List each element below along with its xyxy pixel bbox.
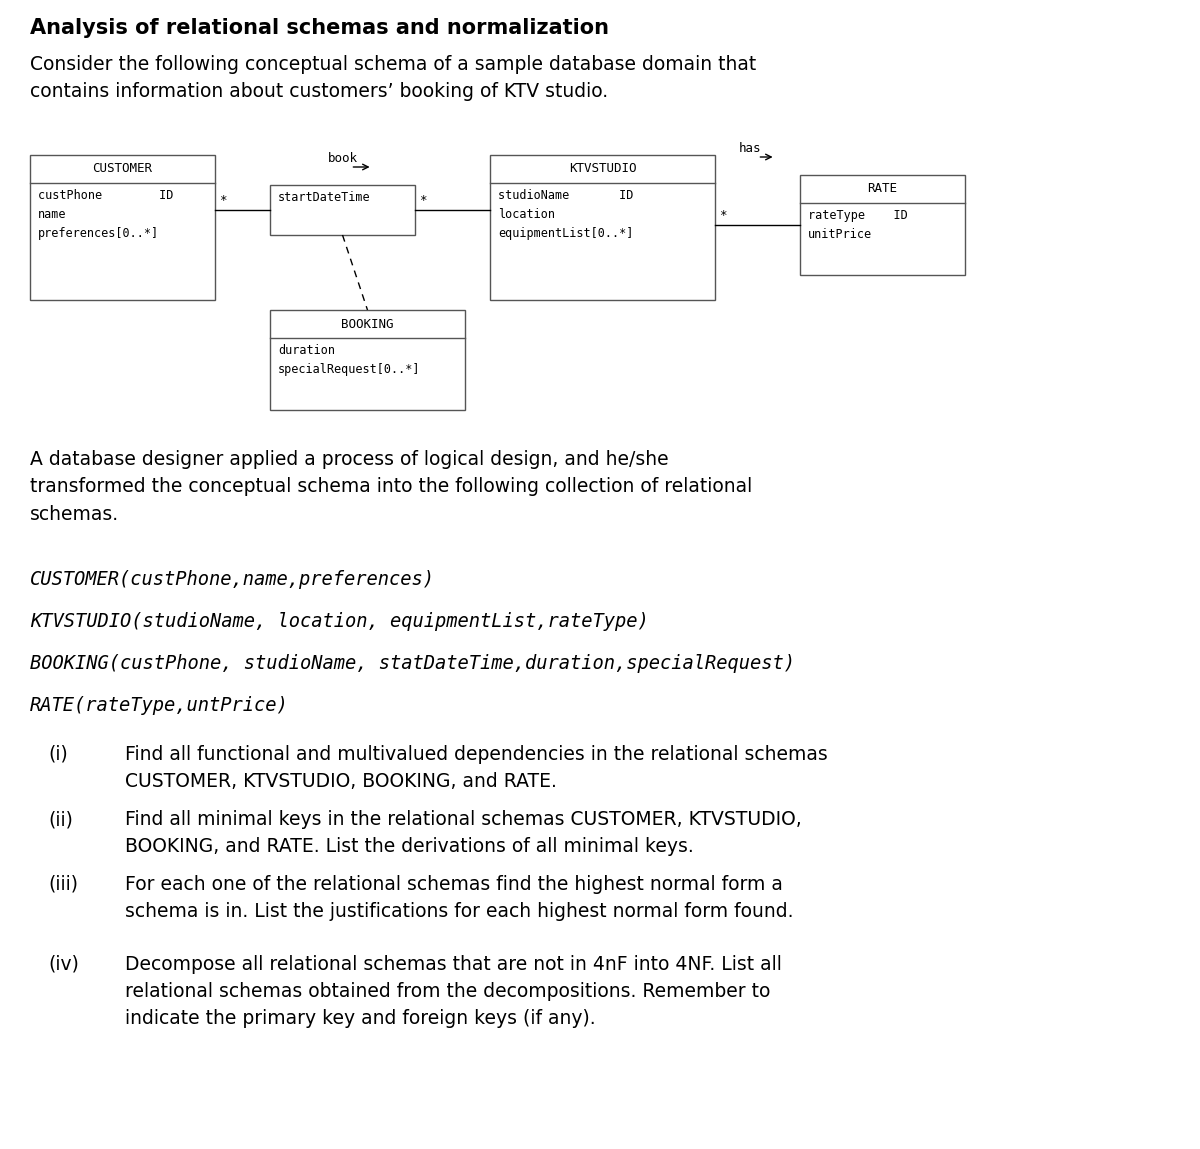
Text: For each one of the relational schemas find the highest normal form a
schema is : For each one of the relational schemas f… [125,876,793,921]
Text: duration
specialRequest[0..*]: duration specialRequest[0..*] [278,344,420,376]
Text: Decompose all relational schemas that are not in 4nF into 4NF. List all
relation: Decompose all relational schemas that ar… [125,955,782,1028]
Text: startDateTime: startDateTime [278,191,371,205]
Text: Find all minimal keys in the relational schemas CUSTOMER, KTVSTUDIO,
BOOKING, an: Find all minimal keys in the relational … [125,810,802,856]
Bar [490,155,715,300]
Text: (iv): (iv) [48,955,79,974]
Bar [270,310,466,410]
Bar [30,155,215,300]
Text: BOOKING: BOOKING [341,317,394,331]
Text: KTVSTUDIO: KTVSTUDIO [569,162,636,176]
Text: CUSTOMER(custPhone,name,preferences): CUSTOMER(custPhone,name,preferences) [30,570,436,589]
Text: book: book [328,152,358,165]
Bar [270,185,415,236]
Bar [800,175,965,275]
Text: Consider the following conceptual schema of a sample database domain that
contai: Consider the following conceptual schema… [30,55,756,101]
Text: Analysis of relational schemas and normalization: Analysis of relational schemas and norma… [30,18,610,38]
Text: studioName       ID
location
equipmentList[0..*]: studioName ID location equipmentList[0..… [498,188,634,240]
Text: RATE(rateType,untPrice): RATE(rateType,untPrice) [30,696,289,715]
Text: A database designer applied a process of logical design, and he/she
transformed : A database designer applied a process of… [30,450,752,524]
Text: has: has [738,142,761,155]
Text: *: * [220,194,227,207]
Text: BOOKING(custPhone, studioName, statDateTime,duration,specialRequest): BOOKING(custPhone, studioName, statDateT… [30,654,796,673]
Text: (ii): (ii) [48,810,73,828]
Text: KTVSTUDIO(studioName, location, equipmentList,rateType): KTVSTUDIO(studioName, location, equipmen… [30,612,649,631]
Text: *: * [719,209,726,222]
Text: Find all functional and multivalued dependencies in the relational schemas
CUSTO: Find all functional and multivalued depe… [125,745,828,792]
Text: RATE: RATE [868,183,898,195]
Text: *: * [419,194,426,207]
Text: rateType    ID
unitPrice: rateType ID unitPrice [808,209,907,241]
Text: (i): (i) [48,745,67,764]
Text: (iii): (iii) [48,876,78,894]
Text: CUSTOMER: CUSTOMER [92,162,152,176]
Text: custPhone        ID
name
preferences[0..*]: custPhone ID name preferences[0..*] [38,188,173,240]
